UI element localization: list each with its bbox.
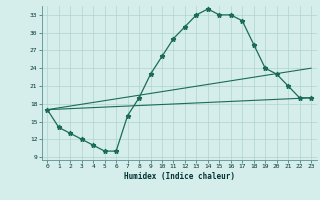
X-axis label: Humidex (Indice chaleur): Humidex (Indice chaleur): [124, 172, 235, 181]
